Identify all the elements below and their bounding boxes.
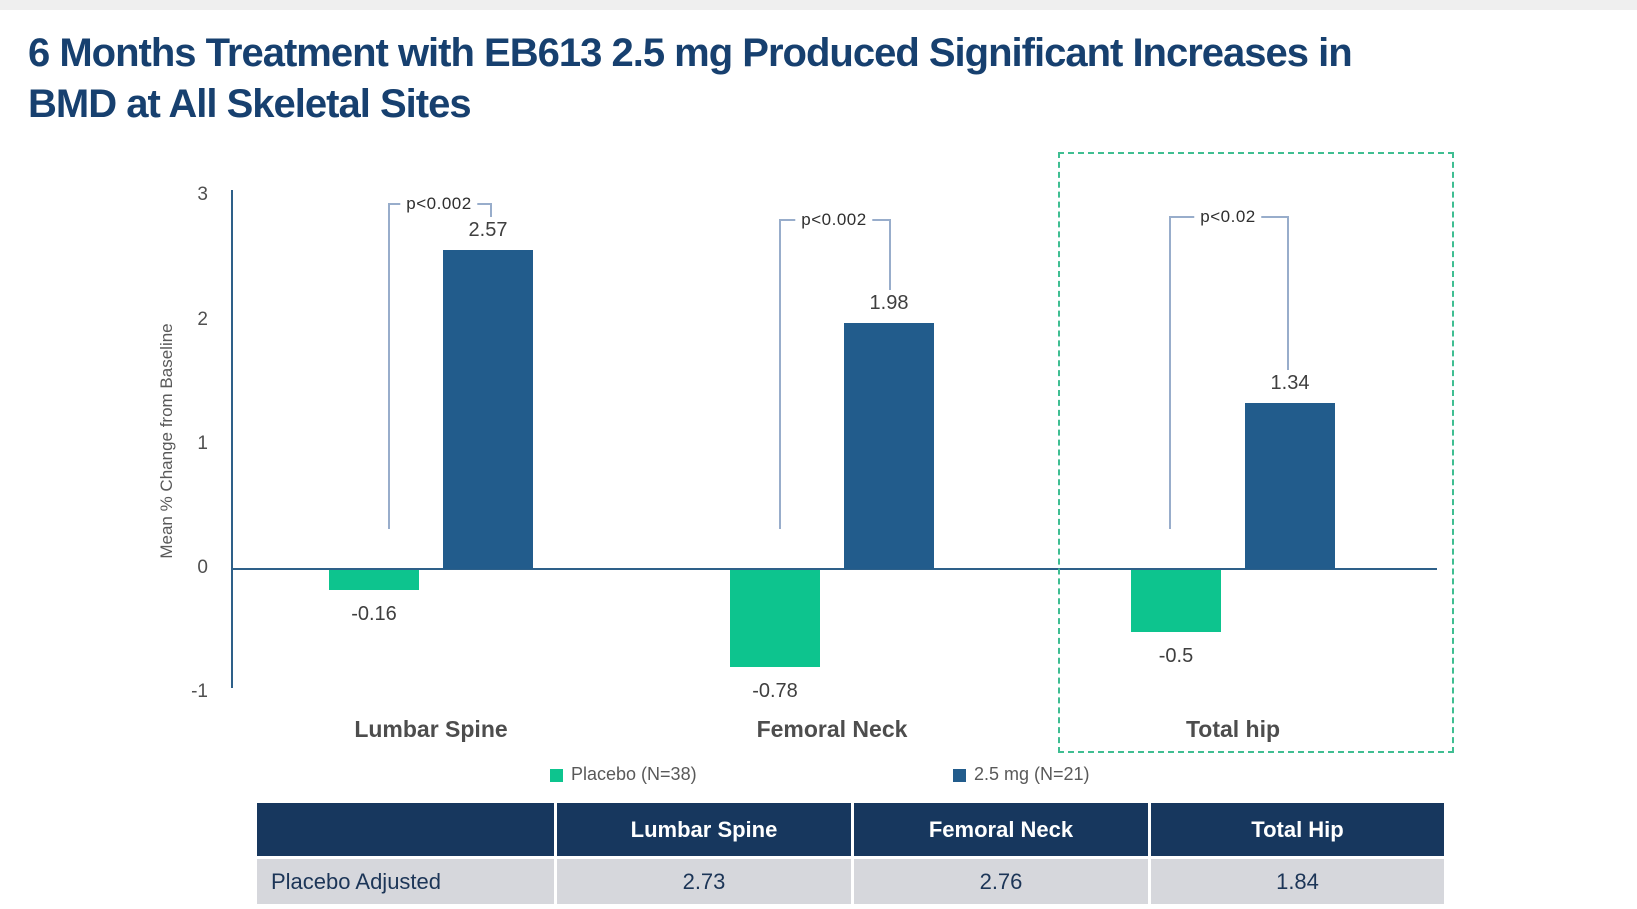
value-label-placebo-total-hip: -0.5 xyxy=(1158,645,1194,668)
category-label-lumbar-spine: Lumbar Spine xyxy=(354,716,508,742)
value-label-placebo-femoral-neck: -0.78 xyxy=(752,679,798,702)
table-header-blank xyxy=(257,803,554,856)
p-value-lumbar-spine: p<0.002 xyxy=(400,193,478,215)
value-label-treatment-total-hip: 1.34 xyxy=(1270,371,1310,394)
value-label-treatment-femoral-neck: 1.98 xyxy=(869,292,909,315)
bracket-left-total-hip xyxy=(1169,216,1171,529)
highlight-box-total-hip xyxy=(1058,152,1454,753)
table-header-femoral-neck: Femoral Neck xyxy=(854,803,1148,856)
table-value-femoral-neck: 2.76 xyxy=(854,859,1148,904)
bar-treatment-femoral-neck xyxy=(844,323,934,569)
slide-title: 6 Months Treatment with EB613 2.5 mg Pro… xyxy=(28,28,1588,130)
table-row-label: Placebo Adjusted xyxy=(257,859,554,904)
legend-item-treatment: 2.5 mg (N=21) xyxy=(953,764,1090,785)
bar-placebo-lumbar-spine xyxy=(329,570,419,590)
bar-placebo-total-hip xyxy=(1131,570,1221,633)
legend-item-placebo: Placebo (N=38) xyxy=(550,764,697,785)
p-value-total-hip: p<0.02 xyxy=(1194,206,1262,228)
slide-title-line-1: 6 Months Treatment with EB613 2.5 mg Pro… xyxy=(28,31,1353,75)
y-tick-0: 0 xyxy=(197,557,208,578)
table-value-lumbar-spine: 2.73 xyxy=(557,859,851,904)
y-tick-1: 1 xyxy=(197,432,208,454)
table-value-total-hip: 1.84 xyxy=(1151,859,1444,904)
y-tick--1: -1 xyxy=(191,681,208,703)
top-strip xyxy=(0,0,1637,10)
bracket-right-lumbar-spine xyxy=(490,203,492,217)
table-header-total-hip: Total Hip xyxy=(1151,803,1444,856)
bar-treatment-total-hip xyxy=(1245,402,1335,569)
bar-placebo-femoral-neck xyxy=(730,570,820,667)
y-axis-line xyxy=(231,190,233,688)
slide-title-line-2: BMD at All Skeletal Sites xyxy=(28,82,472,126)
bar-treatment-lumbar-spine xyxy=(443,249,533,569)
category-label-femoral-neck: Femoral Neck xyxy=(756,716,908,742)
x-axis-zero-line xyxy=(232,568,1437,570)
category-label-total-hip: Total hip xyxy=(1185,716,1281,742)
bracket-right-femoral-neck xyxy=(889,219,891,291)
bracket-left-femoral-neck xyxy=(779,219,781,529)
y-tick-3: 3 xyxy=(197,184,208,206)
legend-label-placebo: Placebo (N=38) xyxy=(571,764,697,784)
legend-swatch-placebo xyxy=(550,768,563,782)
bracket-right-total-hip xyxy=(1287,216,1289,370)
p-value-femoral-neck: p<0.002 xyxy=(795,209,873,231)
value-label-placebo-lumbar-spine: -0.16 xyxy=(351,602,397,625)
table-header-lumbar-spine: Lumbar Spine xyxy=(557,803,851,856)
legend: Placebo (N=38) 2.5 mg (N=21) xyxy=(0,764,1637,788)
legend-swatch-treatment xyxy=(953,768,966,782)
bracket-left-lumbar-spine xyxy=(388,203,390,529)
value-label-treatment-lumbar-spine: 2.57 xyxy=(468,218,508,241)
y-tick-2: 2 xyxy=(197,308,208,330)
legend-label-treatment: 2.5 mg (N=21) xyxy=(974,764,1090,784)
summary-table: Lumbar Spine Femoral Neck Total Hip Plac… xyxy=(257,803,1444,904)
